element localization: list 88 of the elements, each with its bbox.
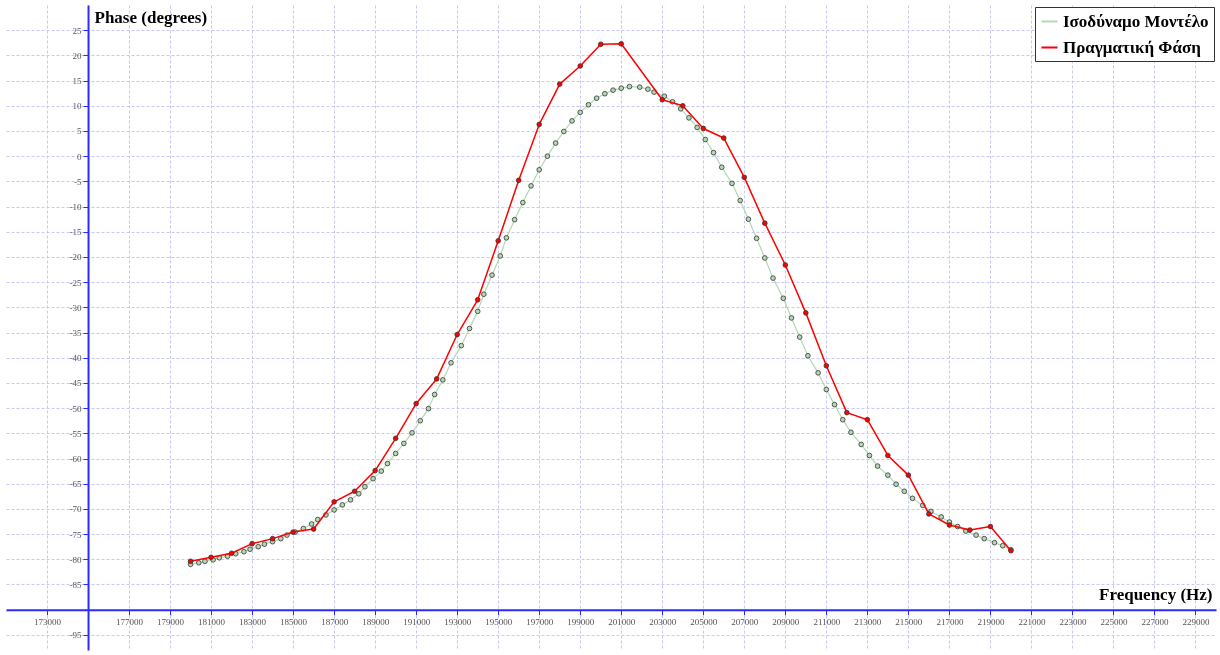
x-tick-label: 219000 [977, 617, 1005, 628]
point [249, 540, 255, 547]
y-tick-label: -55 [69, 428, 83, 439]
y-axis-title: Phase (degrees) [94, 7, 208, 27]
point [967, 527, 973, 533]
legend-label: Ισοδύναμο Μοντέλο [1063, 11, 1209, 31]
point [454, 331, 460, 338]
point [413, 400, 419, 407]
x-tick-label: 177000 [116, 617, 144, 628]
point [823, 363, 830, 369]
point [515, 177, 522, 184]
point [618, 41, 624, 47]
point [885, 452, 891, 459]
point [864, 416, 871, 423]
y-tick-label: -95 [69, 630, 83, 641]
y-tick-label: -35 [69, 328, 83, 339]
point [905, 472, 912, 478]
y-tick-label: -5 [74, 176, 83, 187]
x-tick-label: 197000 [526, 617, 554, 628]
x-tick-label: 189000 [362, 617, 390, 628]
x-tick-label: 229000 [1182, 617, 1210, 628]
point [598, 41, 604, 48]
x-tick-label: 199000 [567, 617, 595, 628]
x-tick-label: 201000 [608, 617, 636, 628]
y-tick-label: -30 [69, 302, 83, 313]
y-tick-label: 20 [72, 50, 83, 61]
x-tick-label: 205000 [690, 617, 718, 628]
x-tick-label: 187000 [321, 617, 349, 628]
y-tick-label: 0 [77, 151, 83, 162]
point [741, 174, 748, 181]
x-tick-label: 209000 [772, 617, 800, 628]
point [372, 467, 378, 474]
x-tick-label: 183000 [239, 617, 267, 628]
point [844, 409, 850, 416]
y-tick-label: -15 [69, 227, 83, 238]
x-axis-title: Frequency (Hz) [1099, 585, 1213, 605]
x-tick-label: 211000 [813, 617, 841, 628]
point [700, 125, 707, 132]
x-tick-label: 193000 [444, 617, 472, 628]
point [351, 488, 358, 495]
point [433, 376, 440, 382]
x-tick-label: 223000 [1059, 617, 1087, 628]
point [392, 435, 399, 442]
point [987, 523, 994, 530]
y-tick-label: 15 [72, 76, 83, 87]
y-tick-label: -60 [69, 454, 83, 465]
x-tick-label: 221000 [1018, 617, 1046, 628]
y-tick-label: -40 [69, 353, 83, 364]
point [556, 81, 563, 87]
legend-label: Πραγματική Φάση [1063, 37, 1201, 57]
x-tick-label: 185000 [280, 617, 308, 628]
y-tick-label: 5 [77, 126, 83, 137]
y-tick-label: 25 [72, 25, 83, 36]
point [721, 135, 727, 141]
point [495, 238, 501, 244]
x-tick-label: 179000 [157, 617, 185, 628]
x-tick-label: 215000 [895, 617, 923, 628]
point [536, 121, 542, 128]
y-tick-label: -10 [69, 202, 83, 213]
point [762, 220, 768, 226]
y-tick-label: -25 [69, 277, 83, 288]
x-tick-label: 207000 [731, 617, 759, 628]
point [228, 550, 235, 556]
x-tick-label: 181000 [198, 617, 226, 628]
x-tick-label: 227000 [1141, 617, 1169, 628]
y-tick-label: -75 [69, 529, 83, 540]
point [310, 526, 317, 532]
y-tick-label: -85 [69, 579, 83, 590]
x-tick-label: 213000 [854, 617, 882, 628]
x-tick-label: 191000 [403, 617, 431, 628]
point [331, 499, 337, 505]
y-tick-label: 10 [72, 101, 83, 112]
point [659, 96, 666, 103]
point [782, 262, 789, 268]
y-tick-label: -65 [69, 479, 83, 490]
x-tick-label: 225000 [1100, 617, 1128, 628]
x-tick-label: 195000 [485, 617, 513, 628]
y-tick-label: -50 [69, 403, 83, 414]
y-tick-label: -80 [69, 554, 83, 565]
x-tick-label: 217000 [936, 617, 964, 628]
point [803, 310, 809, 316]
point [474, 297, 481, 303]
y-tick-label: -70 [69, 504, 83, 515]
y-tick-label: -45 [69, 378, 83, 389]
x-tick-label: 203000 [649, 617, 677, 628]
point [577, 63, 583, 69]
x-tick-label: 173000 [34, 617, 62, 628]
y-tick-label: -20 [69, 252, 83, 263]
